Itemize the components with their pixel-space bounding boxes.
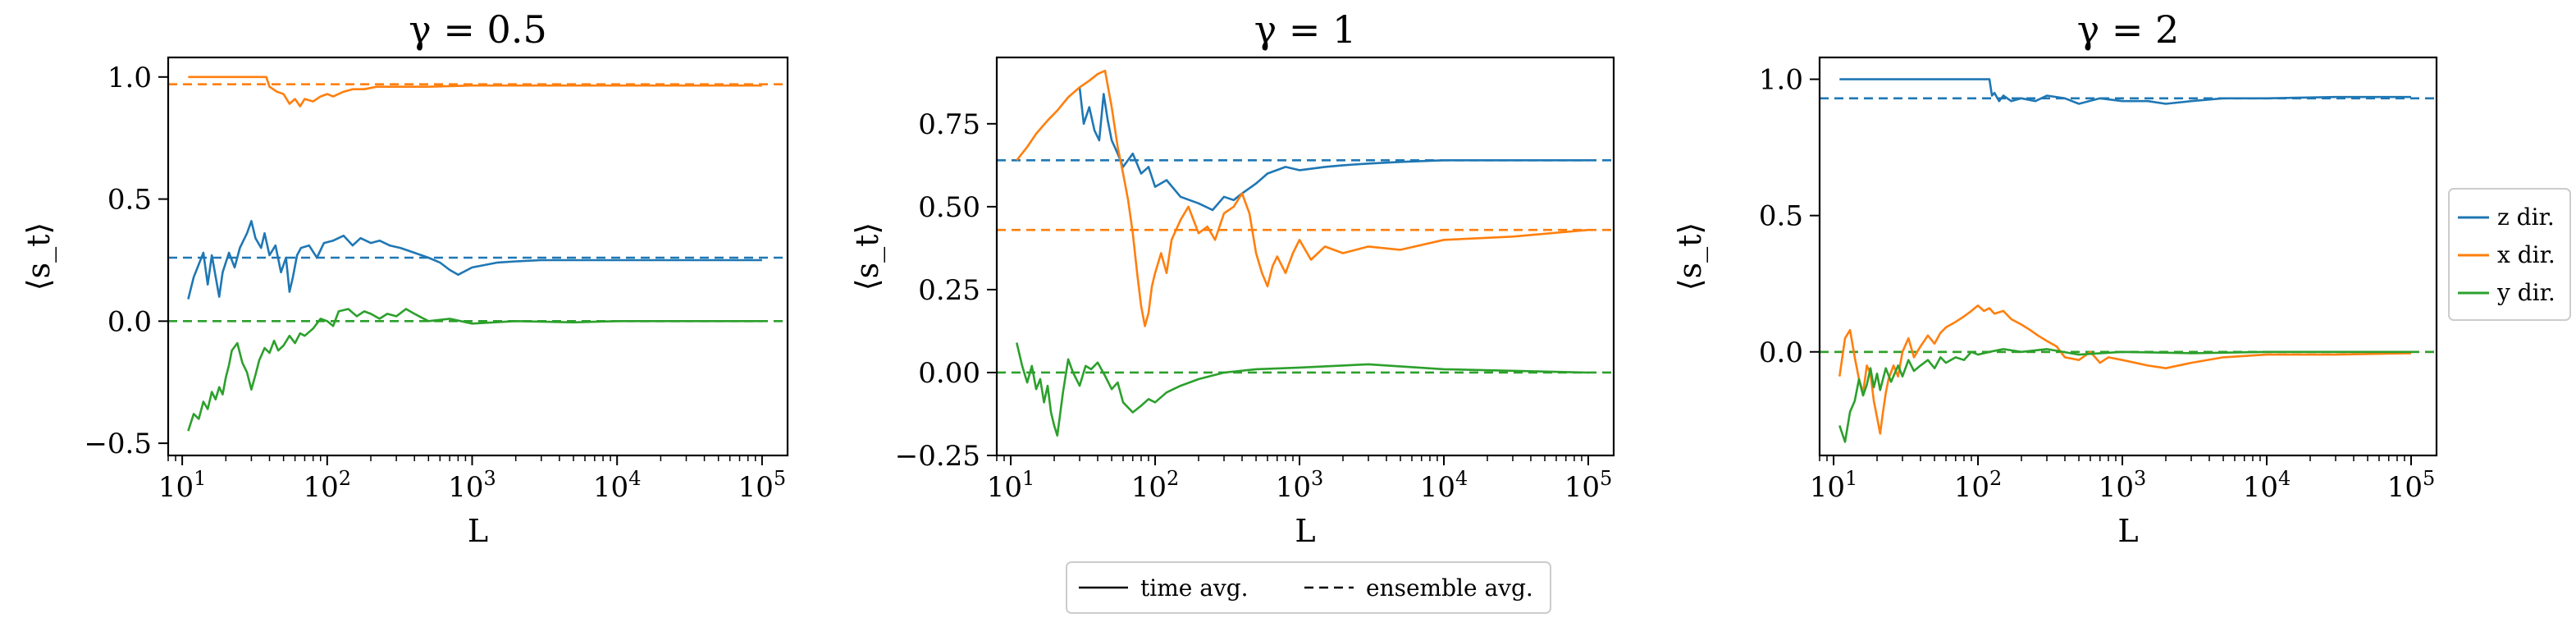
y-tick-label: 1.0	[107, 62, 152, 94]
x-tick-label: 105	[1564, 467, 1613, 504]
panel-2: 101 102 103 104 105 −0.25 0.00 0.25 0.50 0.75 L ⟨s_…	[849, 7, 1615, 549]
y-tick-label: 1.0	[1759, 64, 1803, 97]
legend-label-time-avg: time avg.	[1140, 574, 1249, 602]
x-axis-title: L	[1295, 513, 1315, 549]
plot-frame	[995, 56, 1615, 457]
series-line-x	[1838, 304, 2412, 435]
x-tick-label: 103	[448, 467, 496, 504]
series-line-z	[1839, 78, 2411, 105]
x-tick-label: 105	[2387, 467, 2436, 504]
panel-title: γ = 1	[1254, 7, 1357, 52]
y-tick-label: 0.00	[918, 357, 980, 390]
x-tick-label: 102	[1954, 467, 2003, 504]
style-legend: time avg. ensemble avg.	[1066, 561, 1551, 614]
y-tick-label: 0.5	[107, 184, 152, 217]
y-tick-label: −0.5	[84, 428, 152, 460]
x-axis-title: L	[468, 513, 488, 549]
plot-frame	[1818, 56, 2438, 457]
y-tick-label: −0.25	[895, 440, 980, 473]
plot-frame	[167, 56, 789, 457]
panel-3: 101 102 103 104 105 0.0 0.5 1.0 L ⟨s_t⟩ γ = 2	[1672, 7, 2438, 549]
x-tick-label: 103	[2099, 467, 2147, 504]
y-tick-label: 0.0	[1759, 336, 1803, 369]
series-line-x	[188, 75, 762, 108]
series-line-x	[1016, 69, 1589, 327]
series-line-z	[187, 220, 762, 300]
x-tick-label: 104	[593, 467, 642, 504]
legend-label-y: y dir.	[2496, 279, 2555, 306]
panel-title: γ = 2	[2077, 7, 2180, 52]
series-legend-box	[2448, 188, 2571, 321]
x-tick-label: 102	[1131, 467, 1180, 504]
x-tick-label: 104	[1420, 467, 1468, 504]
y-tick-label: 0.75	[918, 108, 980, 141]
y-tick-label: 0.50	[918, 191, 980, 224]
series-line-y	[187, 308, 762, 432]
x-axis-title: L	[2117, 513, 2138, 549]
y-tick-label: 0.25	[918, 274, 980, 307]
series-line-y	[1838, 348, 2411, 443]
y-axis-title: ⟨s_t⟩	[1672, 222, 1709, 291]
y-axis-title: ⟨s_t⟩	[21, 222, 57, 291]
x-tick-label: 101	[158, 467, 207, 504]
legend-label-ensemble-avg: ensemble avg.	[1366, 574, 1533, 602]
y-tick-label: 0.0	[107, 305, 152, 338]
x-tick-label: 101	[1810, 467, 1858, 504]
y-axis-title: ⟨s_t⟩	[849, 222, 886, 291]
legend-label-x: x dir.	[2497, 241, 2555, 268]
y-tick-label: 0.5	[1759, 200, 1803, 233]
x-tick-label: 102	[304, 467, 352, 504]
series-line-z	[1078, 87, 1588, 212]
legend-label-z: z dir.	[2497, 204, 2555, 231]
series-line-y	[1016, 342, 1589, 437]
series-legend: z dir. x dir. y dir.	[2448, 188, 2571, 321]
x-tick-label: 103	[1276, 467, 1324, 504]
x-tick-label: 101	[987, 467, 1035, 504]
x-tick-label: 105	[738, 467, 787, 504]
panel-1: 101 102 103 104 105 −0.5 0.0 0.5 1.0 L ⟨s_t⟩ γ = 0.…	[21, 7, 789, 549]
x-tick-label: 104	[2243, 467, 2291, 504]
panel-title: γ = 0.5	[409, 7, 546, 52]
